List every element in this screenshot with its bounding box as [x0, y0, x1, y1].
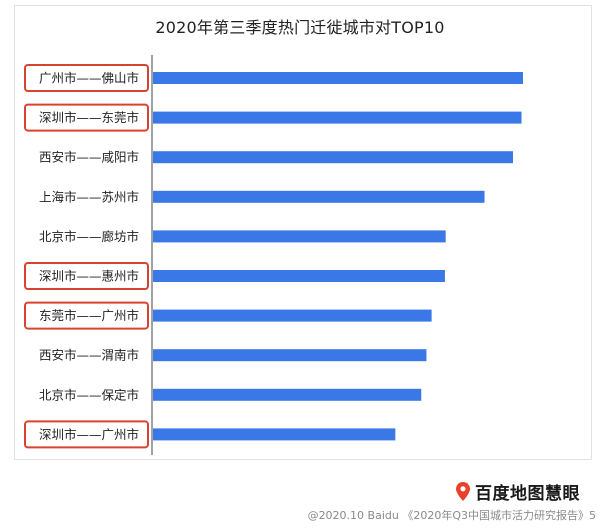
category-label: 北京市——保定市 — [39, 387, 139, 402]
bar — [153, 72, 523, 84]
bar — [153, 270, 445, 282]
category-label: 西安市——咸阳市 — [39, 150, 139, 165]
bar-chart: 广州市——佛山市深圳市——东莞市西安市——咸阳市上海市——苏州市北京市——廊坊市… — [24, 55, 523, 455]
brand-logo: 百度地图慧眼 — [456, 479, 580, 504]
bar — [153, 309, 432, 322]
category-label: 深圳市——东莞市 — [39, 110, 139, 125]
map-pin-icon — [456, 482, 470, 501]
category-label: 西安市——渭南市 — [39, 348, 139, 363]
category-label: 广州市——佛山市 — [39, 71, 139, 86]
bar — [153, 349, 427, 362]
footer-citation: @2020.10 Baidu 《2020年Q3中国城市活力研究报告》5 — [307, 509, 596, 522]
category-label: 北京市——廊坊市 — [39, 229, 139, 244]
bar — [153, 151, 514, 164]
brand-name: 百度地图慧眼 — [475, 484, 580, 504]
bar — [153, 388, 422, 401]
highlight-box — [24, 420, 149, 449]
bar — [153, 111, 522, 124]
category-label: 深圳市——广州市 — [39, 427, 139, 442]
highlight-box — [24, 262, 149, 290]
bar — [153, 190, 485, 203]
bar — [153, 230, 446, 243]
bar — [153, 428, 396, 441]
chart-title: 2020年第三季度热门迁徙城市对TOP10 — [155, 18, 445, 37]
highlight-box — [24, 301, 149, 330]
category-label: 上海市——苏州市 — [39, 189, 139, 204]
highlight-box — [24, 103, 149, 132]
highlight-box — [24, 64, 149, 92]
category-label: 深圳市——惠州市 — [39, 269, 139, 284]
category-label: 东莞市——广州市 — [39, 308, 139, 323]
